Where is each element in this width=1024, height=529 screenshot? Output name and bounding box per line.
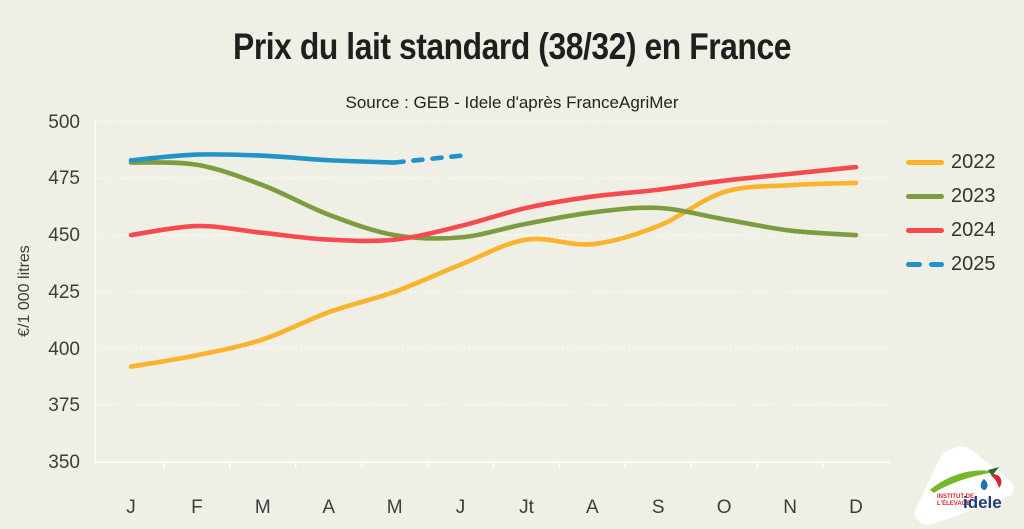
x-tick-label-7-A: A [586, 497, 599, 518]
logo-red-flag-icon [991, 474, 1002, 488]
logo-blue-droplet-icon [980, 479, 988, 490]
x-tick-label-11-D: D [849, 497, 863, 518]
legend-item-2022: 2022 [906, 150, 996, 175]
logo-leaf-swoosh-icon [930, 470, 996, 493]
y-tick-label-475: 475 [48, 168, 80, 190]
y-tick-label-450: 450 [48, 225, 80, 247]
chart-title: Prix du lait standard (38/32) en France [233, 26, 791, 67]
legend-swatch-2025 [906, 262, 944, 267]
chart-subtitle: Source : GEB - Idele d'après FranceAgriM… [345, 93, 679, 112]
x-tick-label-6-Jt: Jt [519, 497, 534, 518]
x-tick-label-0-J: J [126, 497, 136, 518]
logo-org-name: idele [963, 493, 1002, 512]
y-tick-label-500: 500 [48, 111, 80, 133]
legend-swatch-2022 [906, 160, 944, 165]
x-tick-label-4-M: M [386, 497, 403, 518]
x-tick-label-8-S: S [651, 497, 665, 518]
legend-item-2024: 2024 [906, 218, 996, 243]
x-tick-label-10-N: N [783, 497, 797, 518]
x-tick-label-5-J: J [455, 497, 466, 518]
line-2022 [128, 180, 859, 369]
line-2023 [128, 160, 859, 241]
logo-blob [914, 446, 1014, 525]
logo-org-line2: L'ÉLEVAGE [937, 499, 970, 507]
idele-logo: INSTITUT DE L'ÉLEVAGE idele [914, 446, 1014, 525]
logo-leaf-tip-icon [988, 467, 999, 476]
y-tick-label-350: 350 [48, 451, 80, 473]
legend-label-2024: 2024 [951, 219, 996, 241]
logo-org-line1: INSTITUT DE [937, 494, 974, 500]
x-tick-label-2-M: M [254, 497, 271, 518]
x-tick-label-3-A: A [322, 497, 336, 518]
y-tick-label-375: 375 [48, 395, 80, 417]
legend-label-2023: 2023 [951, 185, 996, 207]
legend-item-2025: 2025 [906, 252, 996, 277]
x-tick-label-9-O: O [716, 497, 732, 518]
legend-swatch-2023 [906, 194, 944, 199]
legend-label-2022: 2022 [951, 151, 996, 173]
line-2025-solid [128, 152, 397, 165]
line-2025-forecast-dashed [392, 153, 463, 165]
y-tick-label-400: 400 [48, 338, 80, 360]
legend-label-2025: 2025 [951, 253, 996, 275]
legend-swatch-2024 [906, 228, 944, 233]
line-2024 [128, 164, 859, 244]
chart-legend: 2022 2023 2024 2025 [906, 150, 996, 277]
y-tick-label-425: 425 [48, 281, 80, 303]
legend-item-2023: 2023 [906, 184, 996, 209]
x-tick-label-1-F: F [191, 497, 203, 518]
